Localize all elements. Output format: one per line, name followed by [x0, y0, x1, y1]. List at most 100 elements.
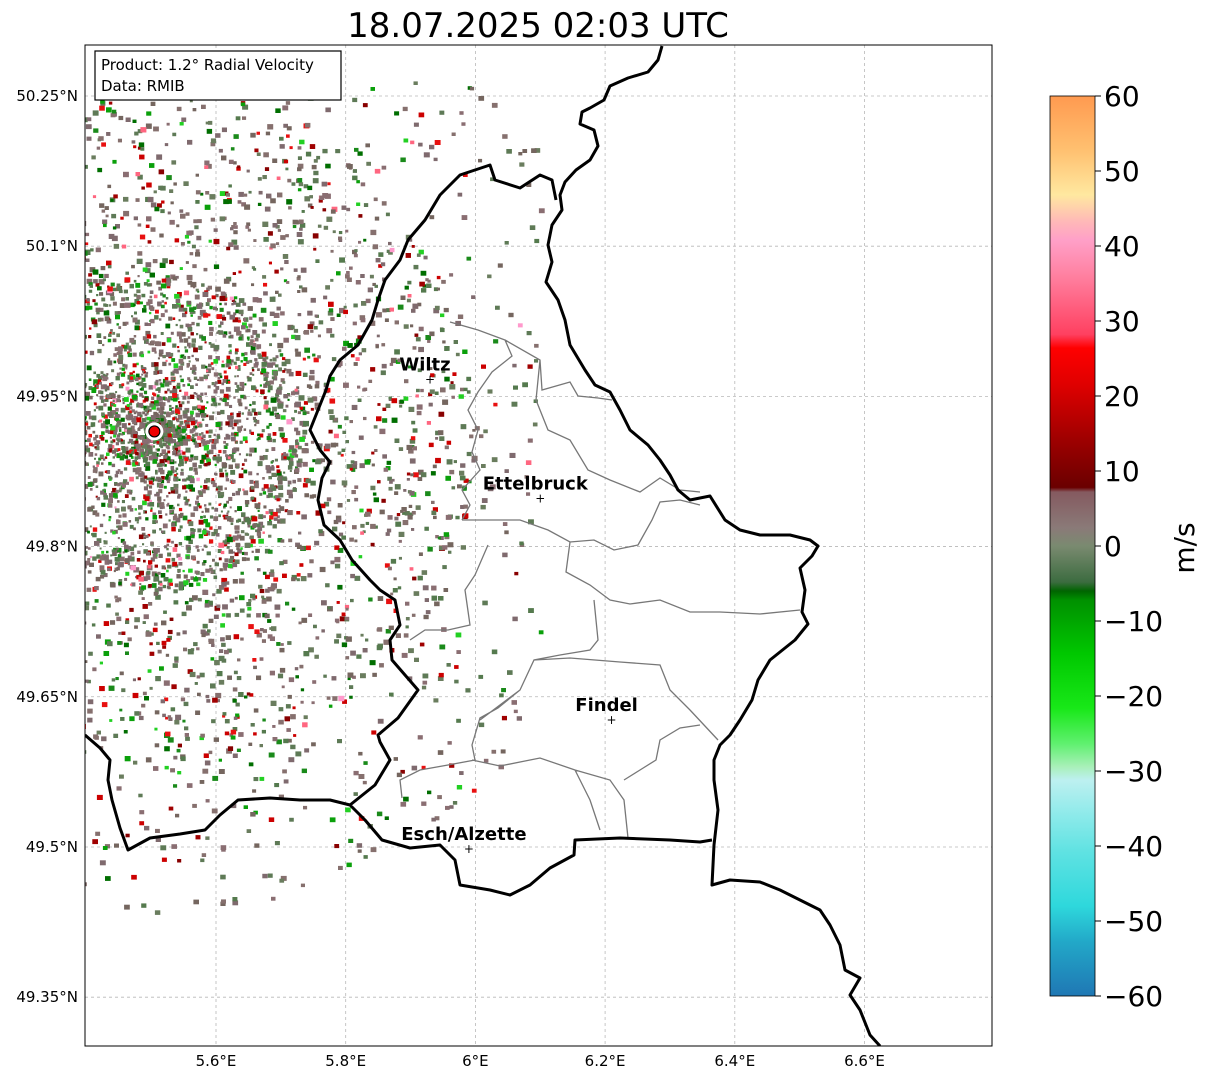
radar-gate: [190, 314, 193, 317]
radar-gate: [205, 508, 210, 513]
radar-gate: [191, 338, 196, 343]
radar-gate: [358, 214, 363, 218]
radar-gate: [221, 642, 226, 647]
radar-gate: [75, 556, 79, 560]
radar-gate: [384, 318, 389, 322]
radar-gate: [134, 377, 139, 382]
radar-gate: [243, 469, 248, 474]
radar-gate: [79, 427, 82, 430]
radar-gate: [226, 246, 231, 251]
radar-gate: [85, 445, 89, 449]
radar-gate: [21, 482, 25, 485]
radar-gate: [213, 575, 218, 580]
radar-gate: [94, 446, 97, 449]
radar-gate: [370, 229, 377, 236]
radar-gate: [74, 435, 76, 437]
radar-gate: [49, 316, 52, 319]
radar-gate: [209, 567, 213, 572]
radar-gate: [167, 715, 172, 719]
radar-gate: [272, 524, 277, 528]
radar-gate: [176, 371, 179, 374]
radar-gate: [27, 477, 29, 479]
radar-gate: [201, 633, 206, 638]
radar-gate: [195, 173, 199, 177]
radar-gate: [85, 660, 88, 663]
radar-gate: [346, 271, 350, 275]
radar-gate: [342, 699, 347, 704]
radar-gate: [121, 423, 127, 428]
radar-gate: [313, 357, 319, 363]
radar-gate: [139, 423, 143, 427]
radar-gate: [205, 365, 208, 369]
radar-gate: [113, 360, 117, 364]
radar-gate: [201, 336, 206, 341]
radar-gate: [129, 449, 133, 454]
radar-gate: [144, 374, 148, 378]
radar-gate: [297, 290, 301, 293]
radar-gate: [124, 426, 128, 430]
radar-gate: [170, 469, 175, 473]
radar-gate: [166, 456, 171, 461]
radar-gate: [163, 432, 168, 437]
radar-gate: [295, 370, 302, 376]
radar-gate: [232, 317, 239, 323]
radar-gate: [129, 476, 134, 482]
radar-gate: [149, 686, 153, 690]
radar-gate: [35, 430, 39, 434]
radar-gate: [166, 175, 172, 181]
radar-gate: [126, 489, 131, 494]
radar-gate: [272, 438, 276, 443]
radar-gate: [221, 360, 224, 363]
radar-gate: [6, 557, 10, 560]
radar-gate: [213, 614, 219, 619]
radar-gate: [144, 496, 150, 502]
radar-gate: [416, 410, 422, 416]
radar-gate: [58, 473, 61, 476]
radar-gate: [10, 495, 15, 500]
radar-gate: [133, 411, 137, 415]
radar-gate: [310, 329, 314, 333]
radar-gate: [139, 570, 144, 576]
radar-gate: [29, 416, 33, 420]
radar-gate: [177, 427, 181, 431]
radar-gate: [122, 521, 128, 527]
radar-gate: [198, 519, 204, 525]
radar-gate: [52, 518, 56, 522]
radar-gate: [106, 318, 112, 324]
radar-gate: [47, 338, 52, 342]
radar-gate: [128, 414, 134, 419]
radar-gate: [149, 311, 152, 315]
radar-gate: [129, 546, 135, 551]
radar-gate: [163, 420, 167, 424]
radar-gate: [248, 190, 252, 194]
radar-gate: [258, 538, 264, 544]
radar-gate: [278, 293, 282, 297]
radar-gate: [184, 234, 189, 239]
radar-gate: [363, 203, 369, 207]
radar-gate: [249, 535, 254, 540]
radar-gate: [449, 469, 455, 475]
radar-gate: [252, 313, 257, 318]
radar-gate: [79, 294, 84, 299]
radar-gate: [108, 444, 113, 449]
radar-gate: [252, 597, 256, 601]
radar-gate: [57, 379, 61, 383]
radar-gate: [277, 479, 283, 485]
radar-gate: [373, 425, 378, 429]
radar-gate: [150, 306, 155, 311]
radar-gate: [159, 463, 163, 467]
radar-gate: [233, 670, 238, 675]
radar-gate: [186, 435, 191, 439]
radar-gate: [268, 492, 273, 498]
radar-gate: [80, 475, 84, 479]
radar-gate: [154, 412, 159, 417]
radar-gate: [53, 225, 56, 228]
radar-gate: [176, 419, 180, 423]
radar-gate: [137, 376, 141, 380]
radar-gate: [154, 564, 158, 568]
radar-gate: [345, 440, 349, 444]
radar-gate: [41, 342, 44, 345]
radar-gate: [47, 579, 52, 583]
radar-gate: [179, 336, 182, 339]
radar-gate: [247, 524, 251, 528]
